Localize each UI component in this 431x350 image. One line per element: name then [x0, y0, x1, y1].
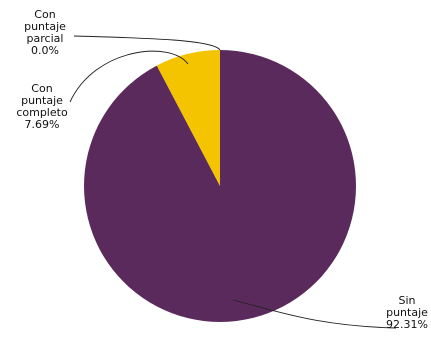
- slice-label-line: puntaje: [21, 94, 63, 107]
- slice-label-line: 92.31%: [386, 318, 428, 331]
- slice-label-line: parcial: [27, 32, 64, 45]
- slice-label-0: Sin puntaje 92.31%: [386, 294, 428, 331]
- leader-line-2: [73, 35, 221, 51]
- slice-label-line: 7.69%: [25, 118, 60, 131]
- leader-line-0: [232, 299, 397, 329]
- slice-label-line: puntaje: [24, 20, 66, 33]
- slice-label-line: 0.0%: [31, 44, 59, 57]
- slice-label-line: puntaje: [386, 306, 428, 319]
- slice-labels: Sin puntaje 92.31%Con puntaje completo 7.69%C…: [16, 8, 428, 331]
- slice-label-line: Con: [31, 82, 52, 95]
- slice-label-line: Con: [34, 8, 55, 21]
- slice-label-line: Sin: [398, 294, 415, 307]
- slice-label-line: completo: [16, 106, 68, 119]
- leader-line-1: [69, 50, 189, 103]
- pie-slices: [84, 50, 356, 322]
- slice-label-2: Con puntaje parcial 0.0%: [24, 8, 66, 57]
- leader-lines: [69, 35, 397, 329]
- slice-label-1: Con puntaje completo 7.69%: [16, 82, 68, 131]
- pie-slice-1: [156, 50, 220, 186]
